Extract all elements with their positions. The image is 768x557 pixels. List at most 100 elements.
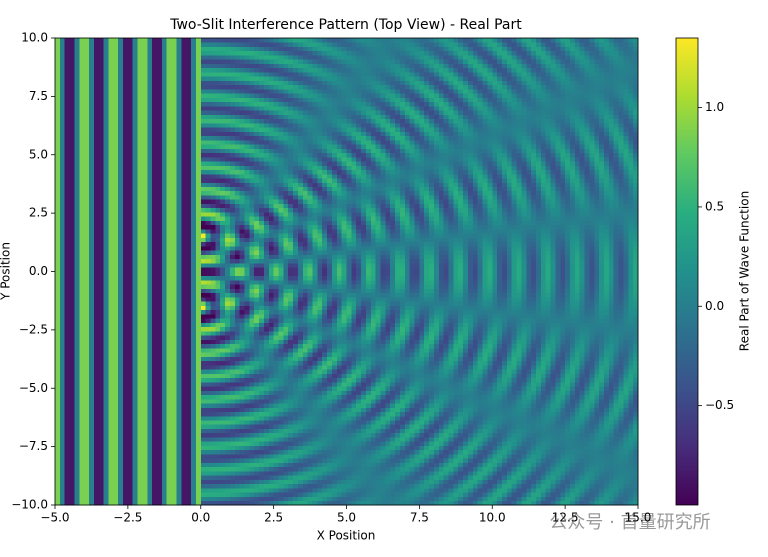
heatmap-cell: [225, 84, 231, 90]
heatmap-cell: [200, 67, 207, 73]
heatmap-cell: [191, 309, 197, 315]
heatmap-cell: [186, 352, 192, 357]
heatmap-cell: [181, 381, 187, 387]
heatmap-cell: [79, 173, 85, 179]
heatmap-cell: [239, 212, 245, 217]
heatmap-cell: [229, 173, 236, 179]
heatmap-cell: [59, 330, 66, 336]
heatmap-cell: [89, 169, 95, 175]
heatmap-cell: [166, 76, 172, 81]
heatmap-cell: [157, 76, 163, 81]
heatmap-cell: [229, 292, 236, 298]
heatmap-cell: [69, 186, 75, 192]
heatmap-cell: [225, 488, 231, 493]
heatmap-cell: [195, 318, 202, 323]
heatmap-cell: [268, 76, 275, 81]
heatmap-cell: [244, 271, 250, 277]
heatmap-cell: [225, 347, 231, 353]
heatmap-cell: [229, 496, 236, 502]
heatmap-cell: [93, 110, 100, 115]
heatmap-cell: [249, 296, 255, 302]
heatmap-cell: [200, 428, 207, 434]
heatmap-cell: [181, 420, 187, 425]
heatmap-cell: [74, 241, 80, 247]
heatmap-cell: [244, 241, 250, 247]
heatmap-cell: [127, 492, 134, 497]
heatmap-cell: [59, 178, 66, 183]
heatmap-cell: [205, 339, 211, 345]
heatmap-cell: [74, 441, 80, 446]
heatmap-cell: [137, 432, 143, 438]
heatmap-cell: [59, 454, 66, 459]
heatmap-cell: [200, 381, 207, 387]
heatmap-cell: [215, 462, 221, 468]
heatmap-cell: [147, 381, 153, 387]
heatmap-cell: [171, 279, 177, 285]
heatmap-cell: [108, 122, 114, 128]
heatmap-cell: [147, 288, 153, 294]
heatmap-cell: [79, 322, 85, 328]
heatmap-cell: [254, 54, 260, 60]
heatmap-cell: [93, 407, 100, 412]
heatmap-cell: [176, 377, 182, 383]
heatmap-cell: [137, 118, 143, 124]
heatmap-cell: [137, 224, 143, 230]
heatmap-cell: [191, 152, 197, 158]
heatmap-cell: [84, 352, 90, 357]
heatmap-cell: [152, 182, 158, 187]
heatmap-cell: [176, 250, 182, 255]
heatmap-cell: [137, 373, 143, 379]
heatmap-cell: [64, 326, 70, 332]
heatmap-cell: [263, 301, 270, 306]
heatmap-cell: [59, 390, 66, 396]
heatmap-cell: [132, 403, 138, 408]
heatmap-cell: [191, 398, 197, 404]
heatmap-cell: [171, 466, 177, 472]
heatmap-cell: [229, 186, 236, 192]
heatmap-cell: [234, 394, 241, 400]
heatmap-cell: [263, 101, 270, 107]
heatmap-cell: [244, 403, 250, 408]
heatmap-cell: [200, 445, 207, 451]
heatmap-cell: [127, 471, 134, 476]
heatmap-cell: [200, 131, 207, 137]
heatmap-cell: [259, 38, 265, 43]
heatmap-cell: [79, 237, 85, 243]
heatmap-cell: [147, 169, 153, 175]
heatmap-cell: [108, 207, 114, 213]
heatmap-cell: [157, 381, 163, 387]
heatmap-cell: [263, 93, 270, 98]
heatmap-cell: [205, 437, 211, 442]
heatmap-cell: [59, 224, 66, 230]
heatmap-cell: [249, 233, 255, 238]
heatmap-cell: [161, 373, 168, 379]
heatmap-cell: [166, 144, 172, 149]
heatmap-cell: [79, 203, 85, 209]
heatmap-cell: [127, 250, 134, 255]
heatmap-cell: [210, 352, 216, 357]
heatmap-cell: [89, 432, 95, 438]
heatmap-cell: [244, 373, 250, 379]
heatmap-cell: [205, 475, 211, 480]
heatmap-cell: [74, 488, 80, 493]
heatmap-cell: [234, 50, 241, 56]
heatmap-cell: [249, 398, 255, 404]
heatmap-cell: [127, 114, 134, 120]
heatmap-cell: [137, 313, 143, 319]
heatmap-cell: [254, 403, 260, 408]
heatmap-cell: [147, 67, 153, 73]
heatmap-cell: [137, 462, 143, 468]
heatmap-cell: [137, 161, 143, 166]
heatmap-cell: [244, 390, 250, 396]
heatmap-cell: [127, 356, 134, 362]
heatmap-cell: [157, 237, 163, 243]
heatmap-cell: [127, 301, 134, 306]
heatmap-cell: [64, 483, 70, 489]
heatmap-cell: [132, 46, 138, 52]
heatmap-cell: [137, 216, 143, 221]
heatmap-cell: [249, 50, 255, 56]
heatmap-cell: [69, 462, 75, 468]
heatmap-cell: [69, 496, 75, 502]
heatmap-cell: [103, 458, 109, 463]
heatmap-cell: [132, 288, 138, 294]
